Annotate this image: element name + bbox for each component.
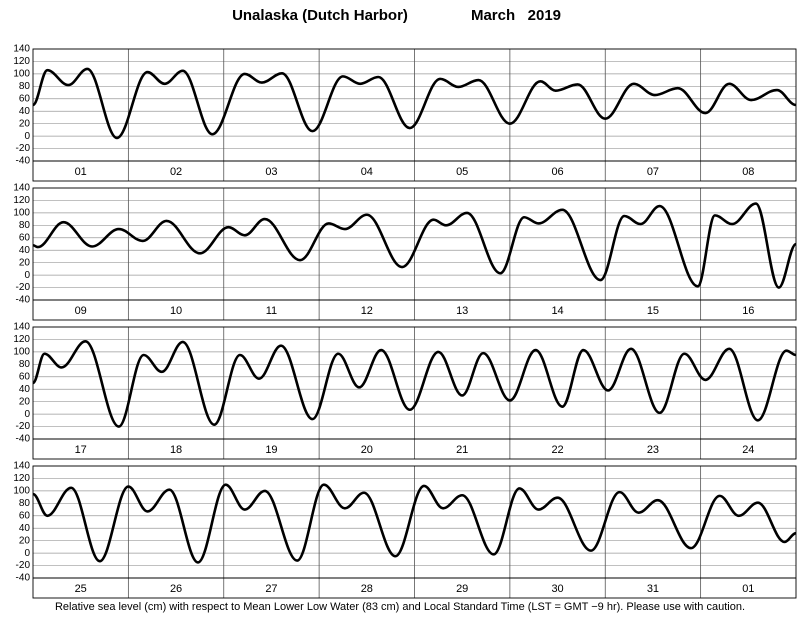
y-tick-label: 140	[13, 322, 30, 333]
y-tick-label: 120	[13, 473, 30, 484]
chart-date: March 2019	[471, 7, 561, 24]
y-tick-label: 20	[19, 396, 31, 407]
tide-line	[32, 202, 798, 289]
y-tick-label: -40	[16, 156, 31, 167]
x-tick-label: 16	[742, 305, 754, 317]
y-tick-label: 140	[13, 461, 30, 472]
y-tick-label: -20	[16, 421, 31, 432]
y-tick-label: -20	[16, 143, 31, 154]
x-tick-label: 26	[170, 583, 182, 595]
y-tick-label: 0	[24, 131, 30, 142]
y-tick-label: 20	[19, 118, 31, 129]
y-tick-label: 140	[13, 44, 30, 55]
y-tick-label: -40	[16, 434, 31, 445]
y-tick-label: 100	[13, 347, 30, 358]
plot-frame	[32, 48, 797, 182]
x-tick-label: 22	[551, 444, 563, 456]
x-tick-label: 05	[456, 166, 468, 178]
x-tick-label: 12	[361, 305, 373, 317]
y-tick-label: 40	[19, 106, 31, 117]
x-tick-label: 18	[170, 444, 182, 456]
y-tick-label: -40	[16, 573, 31, 584]
y-tick-label: 60	[19, 232, 31, 243]
y-tick-label: 140	[13, 183, 30, 194]
y-tick-label: 120	[13, 334, 30, 345]
x-tick-label: 03	[265, 166, 277, 178]
y-tick-label: 40	[19, 245, 31, 256]
y-tick-label: 80	[19, 220, 31, 231]
y-tick-label: 40	[19, 523, 31, 534]
x-tick-label: 30	[551, 583, 563, 595]
x-tick-label: 19	[265, 444, 277, 456]
x-tick-label: 20	[361, 444, 373, 456]
y-tick-label: 100	[13, 486, 30, 497]
y-tick-label: 80	[19, 81, 31, 92]
y-tick-label: 100	[13, 208, 30, 219]
y-tick-label: 0	[24, 270, 30, 281]
x-tick-label: 24	[742, 444, 754, 456]
x-tick-label: 27	[265, 583, 277, 595]
x-tick-label: 29	[456, 583, 468, 595]
y-tick-label: -20	[16, 282, 31, 293]
x-tick-label: 13	[456, 305, 468, 317]
plot-frame	[32, 326, 797, 460]
x-tick-label: 15	[647, 305, 659, 317]
x-tick-label: 04	[361, 166, 373, 178]
y-tick-label: 80	[19, 359, 31, 370]
tide-line	[32, 483, 797, 564]
x-tick-label: 09	[75, 305, 87, 317]
y-tick-label: 40	[19, 384, 31, 395]
y-tick-label: 0	[24, 409, 30, 420]
tide-line	[31, 67, 797, 140]
y-tick-label: 20	[19, 535, 31, 546]
x-tick-label: 31	[647, 583, 659, 595]
x-tick-label: 11	[266, 305, 277, 317]
x-tick-label: 21	[456, 444, 468, 456]
x-tick-label: 01	[75, 166, 87, 178]
y-tick-label: -40	[16, 295, 31, 306]
x-tick-label: 02	[170, 166, 182, 178]
y-tick-label: 100	[13, 69, 30, 80]
tide-line	[31, 340, 797, 428]
plot-frame	[32, 187, 797, 321]
y-tick-label: 60	[19, 371, 31, 382]
chart-title: Unalaska (Dutch Harbor)	[232, 7, 408, 24]
x-tick-label: 14	[551, 305, 563, 317]
y-tick-label: 60	[19, 510, 31, 521]
x-tick-label: 28	[361, 583, 373, 595]
x-tick-label: 23	[647, 444, 659, 456]
x-tick-label: 01	[742, 583, 754, 595]
x-tick-label: 25	[75, 583, 87, 595]
x-tick-label: 08	[742, 166, 754, 178]
y-tick-label: 60	[19, 93, 31, 104]
y-tick-label: 0	[24, 548, 30, 559]
x-tick-label: 07	[647, 166, 659, 178]
x-tick-label: 10	[170, 305, 182, 317]
y-tick-label: -20	[16, 560, 31, 571]
footnote: Relative sea level (cm) with respect to …	[55, 601, 745, 613]
y-tick-label: 80	[19, 498, 31, 509]
y-tick-label: 120	[13, 56, 30, 67]
x-tick-label: 17	[75, 444, 87, 456]
x-tick-label: 06	[551, 166, 563, 178]
y-tick-label: 120	[13, 195, 30, 206]
y-tick-label: 20	[19, 257, 31, 268]
